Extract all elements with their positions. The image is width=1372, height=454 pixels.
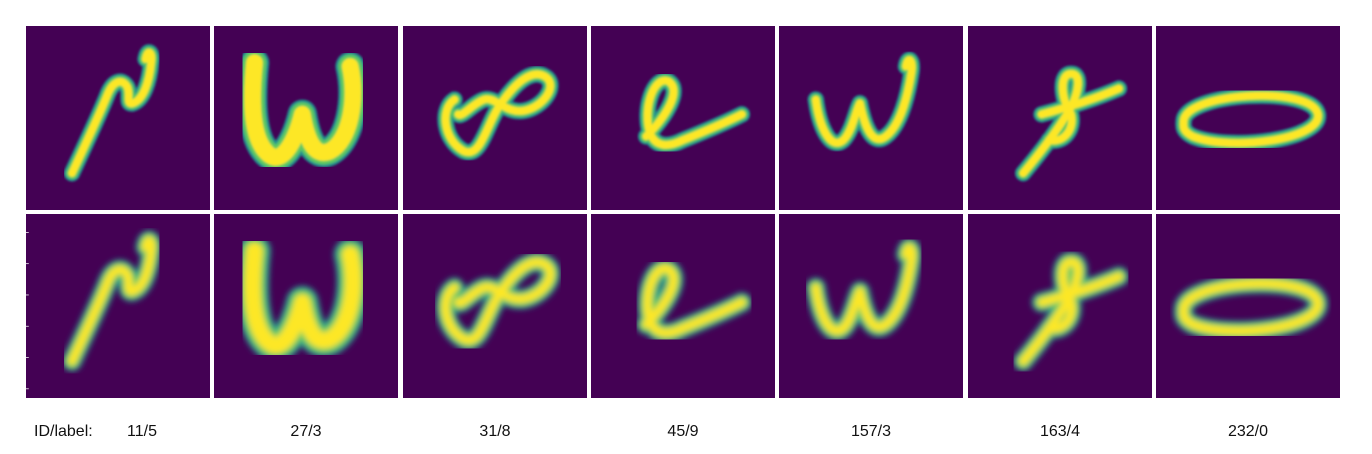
stroke-core xyxy=(441,258,555,345)
digit-image-svg xyxy=(214,214,398,398)
digit-image-svg xyxy=(1156,214,1340,398)
stroke-core xyxy=(244,54,362,166)
cursive-f-glyph xyxy=(1013,251,1129,372)
stroke-core xyxy=(244,242,362,354)
w-bold-glyph xyxy=(237,48,368,172)
caption-prefix: ID/label: xyxy=(34,423,93,440)
oval-glyph xyxy=(1173,273,1329,342)
digit-image-svg xyxy=(26,26,210,210)
original-image xyxy=(214,26,398,210)
infinity-loop-glyph xyxy=(437,66,559,161)
stroke-core xyxy=(441,70,554,156)
squiggle-glyph xyxy=(61,230,162,372)
stroke-core xyxy=(812,56,916,147)
id-label-caption: 157/3 xyxy=(850,423,892,440)
image-background xyxy=(26,26,210,210)
stroke-core xyxy=(68,48,156,177)
original-image xyxy=(591,26,775,210)
id-label-caption: 45/9 xyxy=(667,423,699,440)
digit-image-svg xyxy=(403,26,587,210)
id-label-caption: 11/5 xyxy=(127,423,157,440)
reconstruction-image xyxy=(403,214,587,398)
digit-image-svg xyxy=(591,26,775,210)
original-image xyxy=(403,26,587,210)
cursive-f-glyph xyxy=(1014,65,1128,182)
squiggle-glyph xyxy=(63,44,160,182)
reconstruction-image xyxy=(968,214,1152,398)
digit-image-svg xyxy=(968,214,1152,398)
w-cursive-glyph xyxy=(807,51,921,151)
stroke-core xyxy=(67,236,156,366)
stroke-core xyxy=(642,264,747,338)
cursive-e-glyph xyxy=(637,72,751,154)
digit-image-svg xyxy=(779,26,963,210)
reconstruction-image xyxy=(26,214,210,398)
reconstruction-image xyxy=(1156,214,1340,398)
id-label-caption: 163/4 xyxy=(1039,423,1081,440)
cursive-e-glyph xyxy=(636,258,752,343)
stroke-core xyxy=(1179,91,1322,147)
original-image xyxy=(26,26,210,210)
digit-image-svg xyxy=(214,26,398,210)
digit-image-svg xyxy=(591,214,775,398)
w-cursive-glyph xyxy=(805,237,922,341)
stroke-core xyxy=(1179,279,1323,336)
id-label-caption: 232/0 xyxy=(1227,423,1269,440)
stroke-core xyxy=(1019,70,1123,177)
reconstruction-image xyxy=(214,214,398,398)
original-image xyxy=(1156,26,1340,210)
stroke-core xyxy=(811,243,916,335)
digit-image-svg xyxy=(26,214,210,398)
original-image xyxy=(968,26,1152,210)
digit-image-svg xyxy=(1156,26,1340,210)
stroke-core xyxy=(1019,257,1124,366)
image-background xyxy=(26,214,210,398)
digit-image-svg xyxy=(968,26,1152,210)
reconstruction-image xyxy=(779,214,963,398)
digit-image-svg xyxy=(403,214,587,398)
original-image xyxy=(779,26,963,210)
oval-glyph xyxy=(1175,87,1327,152)
w-bold-glyph xyxy=(236,234,370,362)
infinity-loop-glyph xyxy=(435,252,561,351)
digit-image-svg xyxy=(779,214,963,398)
reconstruction-image xyxy=(591,214,775,398)
id-label-caption: 31/8 xyxy=(479,423,511,440)
stroke-core xyxy=(642,77,746,149)
id-label-caption: 27/3 xyxy=(290,423,322,440)
